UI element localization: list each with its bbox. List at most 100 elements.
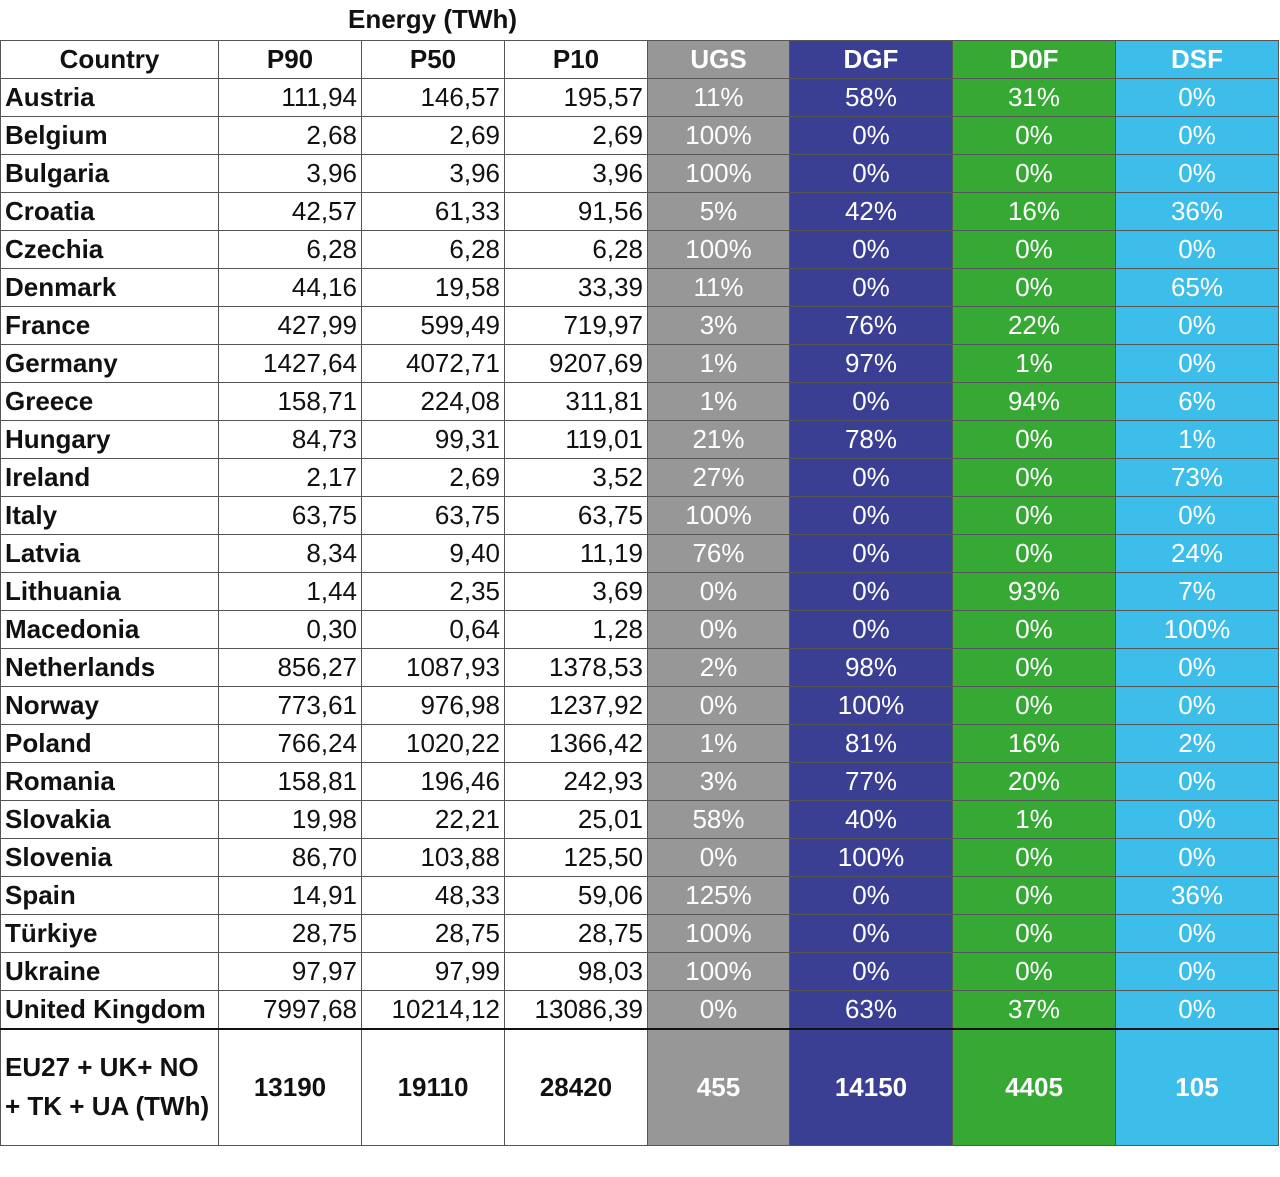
table-row: Norway 773,61 976,98 1237,92 0% 100% 0% 0% xyxy=(0,686,1279,725)
cell-p50: 1020,22 xyxy=(361,724,505,763)
cell-country: Czechia xyxy=(0,230,219,269)
cell-p50: 0,64 xyxy=(361,610,505,649)
cell-p50: 61,33 xyxy=(361,192,505,231)
cell-ugs: 100% xyxy=(647,952,790,991)
cell-dsf: 0% xyxy=(1115,496,1279,535)
cell-dgf: 76% xyxy=(789,306,953,345)
cell-p90: 766,24 xyxy=(218,724,362,763)
cell-ugs: 100% xyxy=(647,496,790,535)
cell-p90: 427,99 xyxy=(218,306,362,345)
cell-dsf: 0% xyxy=(1115,990,1279,1029)
table-row: Austria 111,94 146,57 195,57 11% 58% 31% 0% xyxy=(0,78,1279,117)
cell-dgf: 100% xyxy=(789,686,953,725)
cell-p90: 3,96 xyxy=(218,154,362,193)
cell-d0f: 0% xyxy=(952,230,1116,269)
header-p90: P90 xyxy=(218,40,362,79)
cell-country: Hungary xyxy=(0,420,219,459)
cell-p10: 25,01 xyxy=(504,800,648,839)
energy-table: Country P90 P50 P10 UGS DGF D0F DSF Aust… xyxy=(0,40,1279,1146)
cell-d0f: 20% xyxy=(952,762,1116,801)
cell-p50: 103,88 xyxy=(361,838,505,877)
cell-d0f: 16% xyxy=(952,724,1116,763)
cell-d0f: 93% xyxy=(952,572,1116,611)
cell-ugs: 1% xyxy=(647,344,790,383)
cell-p10: 311,81 xyxy=(504,382,648,421)
cell-country: France xyxy=(0,306,219,345)
cell-dgf: 0% xyxy=(789,876,953,915)
cell-d0f: 0% xyxy=(952,838,1116,877)
cell-p90: 158,71 xyxy=(218,382,362,421)
header-dsf: DSF xyxy=(1115,40,1279,79)
cell-ugs: 76% xyxy=(647,534,790,573)
cell-p10: 2,69 xyxy=(504,116,648,155)
cell-dgf: 0% xyxy=(789,914,953,953)
cell-ugs: 0% xyxy=(647,610,790,649)
cell-country: Romania xyxy=(0,762,219,801)
cell-dsf: 0% xyxy=(1115,762,1279,801)
cell-p90: 1427,64 xyxy=(218,344,362,383)
cell-p50: 22,21 xyxy=(361,800,505,839)
cell-d0f: 0% xyxy=(952,686,1116,725)
table-row: Belgium 2,68 2,69 2,69 100% 0% 0% 0% xyxy=(0,116,1279,155)
cell-p50: 28,75 xyxy=(361,914,505,953)
cell-country: Denmark xyxy=(0,268,219,307)
cell-p10: 6,28 xyxy=(504,230,648,269)
cell-d0f: 0% xyxy=(952,420,1116,459)
header-row: Country P90 P50 P10 UGS DGF D0F DSF xyxy=(0,40,1279,79)
cell-dgf: 97% xyxy=(789,344,953,383)
table-row: Denmark 44,16 19,58 33,39 11% 0% 0% 65% xyxy=(0,268,1279,307)
cell-p10: 3,69 xyxy=(504,572,648,611)
cell-d0f: 0% xyxy=(952,914,1116,953)
cell-p90: 773,61 xyxy=(218,686,362,725)
table-row: Lithuania 1,44 2,35 3,69 0% 0% 93% 7% xyxy=(0,572,1279,611)
cell-dsf: 0% xyxy=(1115,952,1279,991)
cell-dgf: 100% xyxy=(789,838,953,877)
cell-dgf: 0% xyxy=(789,572,953,611)
cell-p50: 10214,12 xyxy=(361,990,505,1029)
cell-dsf: 0% xyxy=(1115,838,1279,877)
cell-country: Slovenia xyxy=(0,838,219,877)
cell-country: Croatia xyxy=(0,192,219,231)
table-row: Croatia 42,57 61,33 91,56 5% 42% 16% 36% xyxy=(0,192,1279,231)
cell-dgf: 98% xyxy=(789,648,953,687)
cell-d0f: 0% xyxy=(952,458,1116,497)
cell-dgf: 0% xyxy=(789,458,953,497)
cell-dgf: 0% xyxy=(789,116,953,155)
cell-p90: 63,75 xyxy=(218,496,362,535)
cell-p90: 111,94 xyxy=(218,78,362,117)
cell-p50: 2,69 xyxy=(361,458,505,497)
cell-p10: 719,97 xyxy=(504,306,648,345)
cell-p50: 19,58 xyxy=(361,268,505,307)
cell-country: Ukraine xyxy=(0,952,219,991)
cell-country: Austria xyxy=(0,78,219,117)
cell-ugs: 125% xyxy=(647,876,790,915)
cell-country: United Kingdom xyxy=(0,990,219,1029)
table-row: Türkiye 28,75 28,75 28,75 100% 0% 0% 0% xyxy=(0,914,1279,953)
cell-d0f: 94% xyxy=(952,382,1116,421)
cell-p50: 196,46 xyxy=(361,762,505,801)
table-row: Romania 158,81 196,46 242,93 3% 77% 20% 0% xyxy=(0,762,1279,801)
table-row: Czechia 6,28 6,28 6,28 100% 0% 0% 0% xyxy=(0,230,1279,269)
table-row: France 427,99 599,49 719,97 3% 76% 22% 0% xyxy=(0,306,1279,345)
cell-country: Germany xyxy=(0,344,219,383)
cell-p50: 3,96 xyxy=(361,154,505,193)
cell-p50: 63,75 xyxy=(361,496,505,535)
cell-ugs: 11% xyxy=(647,78,790,117)
cell-dsf: 6% xyxy=(1115,382,1279,421)
cell-dsf: 2% xyxy=(1115,724,1279,763)
cell-p90: 84,73 xyxy=(218,420,362,459)
cell-ugs: 0% xyxy=(647,572,790,611)
cell-dgf: 0% xyxy=(789,382,953,421)
table-row: Ukraine 97,97 97,99 98,03 100% 0% 0% 0% xyxy=(0,952,1279,991)
cell-p10: 11,19 xyxy=(504,534,648,573)
cell-dgf: 0% xyxy=(789,154,953,193)
table-row: Netherlands 856,27 1087,93 1378,53 2% 98% 0% 0% xyxy=(0,648,1279,687)
cell-country: Türkiye xyxy=(0,914,219,953)
cell-p50: 224,08 xyxy=(361,382,505,421)
cell-dsf: 65% xyxy=(1115,268,1279,307)
cell-d0f: 31% xyxy=(952,78,1116,117)
cell-p90: 2,17 xyxy=(218,458,362,497)
cell-country: Italy xyxy=(0,496,219,535)
cell-p10: 119,01 xyxy=(504,420,648,459)
cell-dsf: 36% xyxy=(1115,192,1279,231)
